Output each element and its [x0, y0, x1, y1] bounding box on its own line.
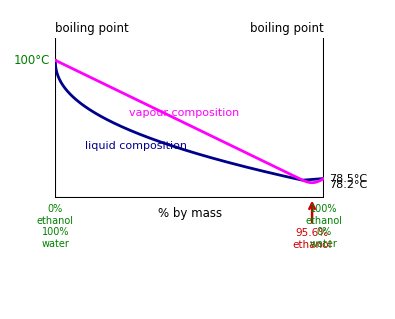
Text: 78.5°C: 78.5°C: [329, 174, 367, 183]
Text: boiling point: boiling point: [55, 22, 129, 35]
Text: 78.2°C: 78.2°C: [329, 180, 367, 190]
Text: 100°C: 100°C: [13, 54, 50, 67]
Text: % by mass: % by mass: [158, 207, 222, 220]
Text: 0%
ethanol
100%
water: 0% ethanol 100% water: [37, 204, 74, 249]
Text: boiling point: boiling point: [250, 22, 324, 35]
Text: vapour composition: vapour composition: [129, 108, 239, 117]
Text: 95.6%
ethanol: 95.6% ethanol: [292, 228, 332, 250]
Text: 100%
ethanol
0%
water: 100% ethanol 0% water: [305, 204, 342, 249]
Text: liquid composition: liquid composition: [85, 141, 187, 151]
